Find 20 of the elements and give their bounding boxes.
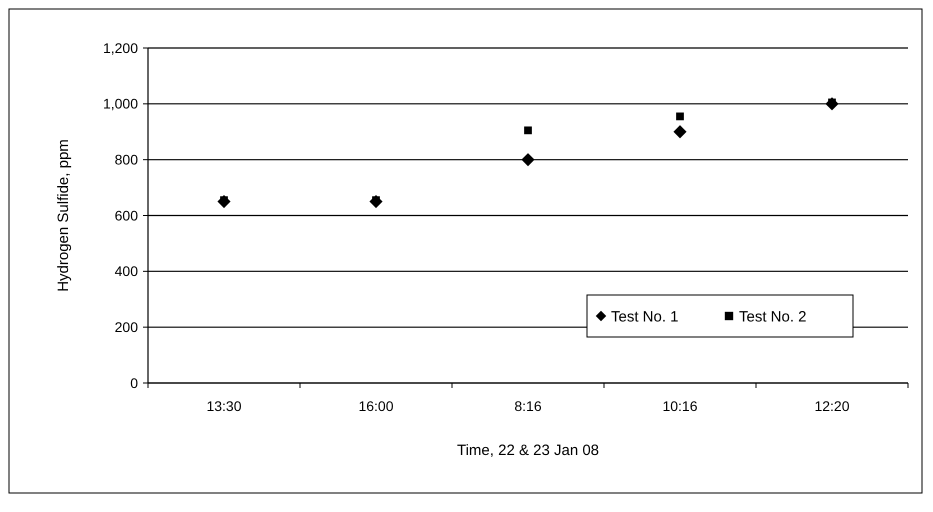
x-axis-title: Time, 22 & 23 Jan 08 bbox=[456, 442, 600, 459]
y-tick-label: 1,000 bbox=[102, 96, 138, 112]
y-tick-label: 200 bbox=[114, 319, 138, 336]
x-tick-label: 12:20 bbox=[814, 398, 850, 414]
point bbox=[676, 112, 684, 120]
legend-label: Test No. 2 bbox=[739, 308, 807, 326]
x-tick-label: 13:30 bbox=[206, 398, 242, 414]
x-tick-label: 16:00 bbox=[358, 398, 394, 414]
y-tick-label: 0 bbox=[130, 374, 138, 391]
y-tick-label: 600 bbox=[114, 207, 138, 224]
x-tick-label: 8:16 bbox=[514, 398, 542, 414]
point bbox=[673, 125, 687, 138]
point bbox=[521, 153, 535, 166]
y-tick-label: 400 bbox=[114, 263, 138, 280]
legend-label: Test No. 1 bbox=[611, 308, 679, 326]
point bbox=[524, 126, 532, 134]
y-tick-label: 1,200 bbox=[102, 40, 138, 56]
y-tick-label: 800 bbox=[114, 152, 138, 168]
y-axis-title: Hydrogen Sulfide, ppm bbox=[55, 139, 72, 292]
x-tick-label: 10:16 bbox=[662, 398, 698, 414]
